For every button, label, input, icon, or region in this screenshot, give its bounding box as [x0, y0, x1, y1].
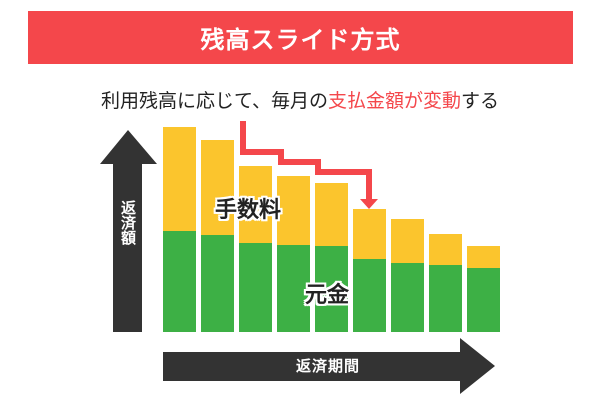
principal-segment: [391, 263, 424, 332]
subtitle-suffix: する: [461, 90, 500, 112]
x-axis-arrow: [163, 338, 495, 394]
decrease-trend-arrow: [240, 121, 372, 202]
bars: [163, 127, 500, 332]
principal-segment: [163, 231, 196, 332]
decrease-trend-arrowhead: [360, 199, 378, 209]
principal-segment: [201, 235, 234, 332]
subtitle: 利用残高に応じて、毎月の支払金額が変動する: [0, 86, 600, 113]
title: 残高スライド方式: [200, 26, 401, 54]
principal-segment: [239, 243, 272, 332]
principal-segment: [467, 268, 500, 332]
fee-segment: [163, 127, 196, 231]
subtitle-highlight: 支払金額が変動: [328, 90, 462, 112]
title-banner: 残高スライド方式: [28, 11, 573, 64]
fee-segment: [429, 234, 462, 265]
subtitle-text: 利用残高に応じて、毎月の: [100, 90, 329, 112]
principal-segment: [277, 245, 310, 332]
fee-segment: [353, 209, 386, 259]
principal-label: 元金: [305, 283, 350, 308]
fee-segment: [315, 183, 348, 246]
y-axis-label: 返済額: [119, 200, 137, 245]
x-axis-label: 返済期間: [295, 357, 360, 375]
principal-segment: [315, 246, 348, 332]
fee-segment: [201, 140, 234, 235]
fee-segment: [467, 246, 500, 268]
fee-segment: [277, 176, 310, 245]
principal-segment: [429, 265, 462, 332]
principal-segment: [353, 259, 386, 332]
y-axis-arrow: [100, 130, 157, 332]
fee-segment: [239, 166, 272, 243]
fee-segment: [391, 219, 424, 263]
fee-label: 手数料: [215, 198, 282, 223]
